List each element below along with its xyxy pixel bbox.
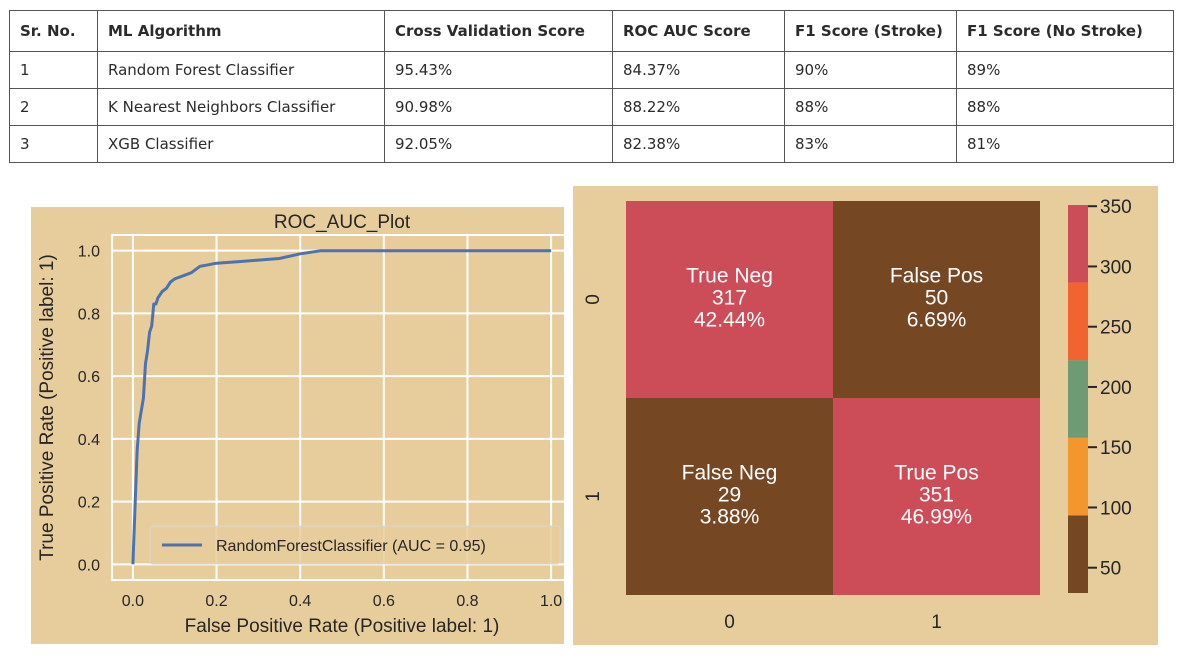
confusion-matrix-panel: True Neg 317 42.44% False Pos 50 6.69% False N… xyxy=(573,186,1158,645)
table-cell: 89% xyxy=(956,51,1174,89)
cell-count: 50 xyxy=(925,287,948,310)
col-header-ml-algorithm: ML Algorithm xyxy=(97,10,385,52)
colorbar-band xyxy=(1068,360,1088,438)
colorbar-tick-label: 50 xyxy=(1100,559,1121,580)
x-axis-label: False Positive Rate (Positive label: 1) xyxy=(185,616,500,637)
x-tick-label: 1 xyxy=(931,612,942,633)
cell-percent: 6.69% xyxy=(907,309,967,332)
y-tick-label: 0.0 xyxy=(78,557,100,574)
x-tick-label: 1.0 xyxy=(540,593,562,610)
table-cell: 3 xyxy=(9,125,98,163)
col-header-f1-stroke: F1 Score (Stroke) xyxy=(784,10,957,52)
table-cell: 2 xyxy=(9,88,98,126)
cell-count: 317 xyxy=(712,287,747,310)
heatmap-cell xyxy=(626,201,833,398)
table-cell: 90% xyxy=(784,51,957,89)
table-header-row: Sr. No. ML Algorithm Cross Validation Sc… xyxy=(9,10,1174,52)
table-cell: 83% xyxy=(784,125,957,163)
colorbar-band xyxy=(1068,282,1088,361)
table-cell: 82.38% xyxy=(612,125,785,163)
table-cell: 90.98% xyxy=(384,88,613,126)
colorbar-tick-label: 350 xyxy=(1100,197,1132,218)
y-tick-label: 0.4 xyxy=(78,432,100,449)
results-table: Sr. No. ML Algorithm Cross Validation Sc… xyxy=(9,10,1174,163)
table-cell: 88% xyxy=(956,88,1174,126)
y-tick-label: 1.0 xyxy=(78,244,100,261)
cell-label: False Neg xyxy=(682,462,778,485)
cell-count: 351 xyxy=(919,484,954,507)
table-cell: Random Forest Classifier xyxy=(97,51,385,89)
colorbar-tick-label: 100 xyxy=(1100,498,1132,519)
table-row: 3 XGB Classifier 92.05% 82.38% 83% 81% xyxy=(9,125,1174,163)
colorbar-band xyxy=(1068,205,1088,283)
table-cell: 84.37% xyxy=(612,51,785,89)
x-tick-label: 0.2 xyxy=(205,593,227,610)
x-tick-label: 0 xyxy=(724,612,735,633)
x-tick-label: 0.8 xyxy=(456,593,478,610)
cell-label: False Pos xyxy=(890,265,983,288)
heatmap-cell xyxy=(833,201,1040,398)
col-header-f1-no-stroke: F1 Score (No Stroke) xyxy=(956,10,1174,52)
roc-auc-chart: ROC_AUC_Plot 0.0 0.2 0.4 0.6 0.8 1.0 0.0 0.2 0.4 0… xyxy=(37,212,564,637)
roc-auc-chart-panel: ROC_AUC_Plot 0.0 0.2 0.4 0.6 0.8 1.0 0.0 0.2 0.4 0… xyxy=(31,207,564,644)
y-tick-label: 0.6 xyxy=(78,369,100,386)
col-header-sr-no: Sr. No. xyxy=(9,10,98,52)
cell-count: 29 xyxy=(718,484,741,507)
colorbar-band xyxy=(1068,515,1088,593)
roc-curve-line xyxy=(131,249,552,565)
chart-title: ROC_AUC_Plot xyxy=(274,212,411,233)
table-cell: K Nearest Neighbors Classifier xyxy=(97,88,385,126)
heatmap-cell xyxy=(833,398,1040,595)
y-tick-label: 0 xyxy=(583,294,604,305)
colorbar-tick-label: 250 xyxy=(1100,318,1132,339)
legend-label: RandomForestClassifier (AUC = 0.95) xyxy=(216,538,486,555)
y-axis-label: True Positive Rate (Positive label: 1) xyxy=(37,254,58,561)
colorbar-tick-label: 150 xyxy=(1100,438,1132,459)
table-cell: 1 xyxy=(9,51,98,89)
table-cell: 92.05% xyxy=(384,125,613,163)
y-tick-label: 0.8 xyxy=(78,306,100,323)
cell-percent: 42.44% xyxy=(694,309,765,332)
table-row: 2 K Nearest Neighbors Classifier 90.98% … xyxy=(9,88,1174,126)
heatmap-cell xyxy=(626,398,833,595)
colorbar-tick-label: 300 xyxy=(1100,257,1132,278)
cell-percent: 3.88% xyxy=(700,506,760,529)
table-cell: 95.43% xyxy=(384,51,613,89)
legend-box xyxy=(149,525,561,565)
y-tick-label: 0.2 xyxy=(78,495,100,512)
y-tick-label: 1 xyxy=(583,491,604,502)
table-cell: 88.22% xyxy=(612,88,785,126)
table-row: 1 Random Forest Classifier 95.43% 84.37%… xyxy=(9,51,1174,89)
table-cell: XGB Classifier xyxy=(97,125,385,163)
cell-label: True Pos xyxy=(894,462,978,485)
colorbar-tick-label: 200 xyxy=(1100,378,1132,399)
x-tick-label: 0.6 xyxy=(373,593,395,610)
table-cell: 88% xyxy=(784,88,957,126)
x-tick-label: 0.4 xyxy=(289,593,311,610)
plot-area xyxy=(111,234,564,581)
col-header-cross-validation-score: Cross Validation Score xyxy=(384,10,613,52)
cell-percent: 46.99% xyxy=(901,506,972,529)
table-cell: 81% xyxy=(956,125,1174,163)
colorbar-band xyxy=(1068,437,1088,516)
x-tick-label: 0.0 xyxy=(122,593,144,610)
col-header-roc-auc-score: ROC AUC Score xyxy=(612,10,785,52)
cell-label: True Neg xyxy=(686,265,773,288)
